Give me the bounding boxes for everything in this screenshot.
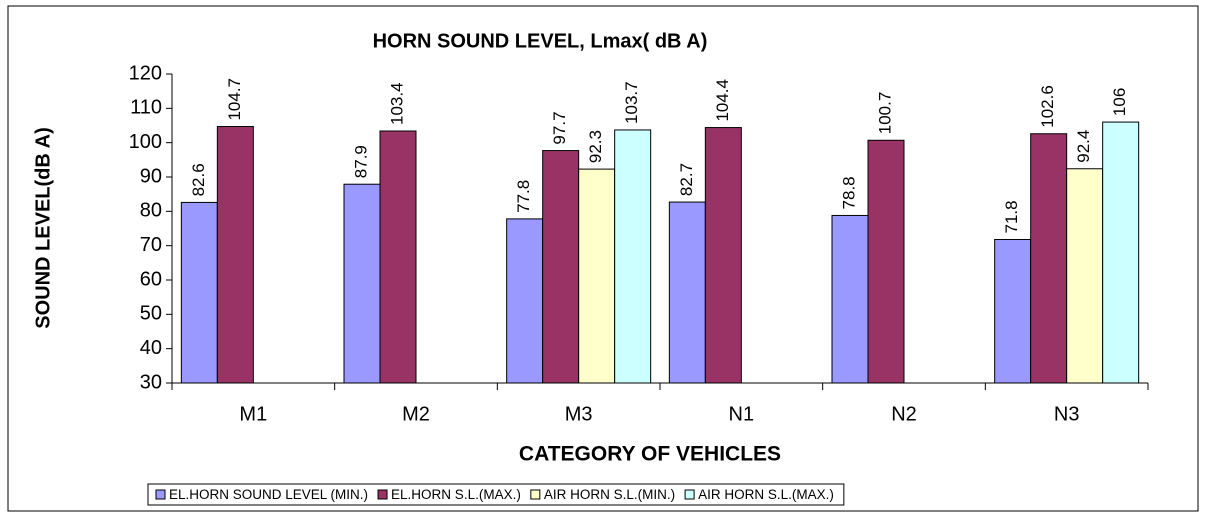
legend-swatch bbox=[155, 489, 166, 500]
legend-label: EL.HORN SOUND LEVEL (MIN.) bbox=[169, 487, 368, 502]
y-tick-label: 50 bbox=[140, 303, 162, 325]
bar bbox=[831, 214, 869, 384]
legend-swatch bbox=[377, 489, 388, 500]
bar bbox=[180, 201, 218, 384]
bar bbox=[668, 201, 706, 384]
x-tick-label: N1 bbox=[729, 403, 755, 425]
x-tick-label: N3 bbox=[1054, 403, 1080, 425]
value-label: 82.6 bbox=[189, 163, 208, 196]
y-tick-label: 90 bbox=[140, 165, 162, 187]
value-label: 106 bbox=[1110, 88, 1129, 116]
value-label: 102.6 bbox=[1038, 85, 1057, 128]
x-axis-title: CATEGORY OF VEHICLES bbox=[519, 443, 781, 466]
bar bbox=[1066, 168, 1104, 384]
legend-label: AIR HORN S.L.(MAX.) bbox=[698, 487, 834, 502]
value-label: 100.7 bbox=[875, 92, 894, 135]
bar bbox=[1030, 133, 1068, 384]
value-label: 97.7 bbox=[550, 111, 569, 144]
legend-label: AIR HORN S.L.(MIN.) bbox=[544, 487, 675, 502]
bar bbox=[506, 218, 544, 384]
value-label: 104.4 bbox=[713, 79, 732, 122]
bar bbox=[578, 168, 616, 384]
y-tick-label: 100 bbox=[129, 131, 162, 153]
y-tick-label: 70 bbox=[140, 234, 162, 256]
bar bbox=[379, 130, 417, 384]
x-tick-label: M2 bbox=[402, 403, 430, 425]
bar bbox=[867, 139, 905, 384]
y-tick-label: 40 bbox=[140, 337, 162, 359]
value-label: 82.7 bbox=[677, 163, 696, 196]
value-label: 103.7 bbox=[622, 81, 641, 124]
chart-title: HORN SOUND LEVEL, Lmax( dB A) bbox=[373, 30, 708, 52]
legend-swatch bbox=[530, 489, 541, 500]
bar bbox=[704, 127, 742, 384]
y-axis-title: SOUND LEVEL(dB A) bbox=[32, 127, 54, 328]
value-label: 92.4 bbox=[1074, 130, 1093, 163]
value-label: 78.8 bbox=[839, 176, 858, 209]
x-tick-label: M1 bbox=[239, 403, 267, 425]
bar bbox=[542, 150, 580, 384]
value-label: 77.8 bbox=[514, 180, 533, 213]
bar bbox=[1102, 121, 1140, 384]
legend-label: EL.HORN S.L.(MAX.) bbox=[391, 487, 521, 502]
bar bbox=[614, 129, 652, 384]
value-label: 71.8 bbox=[1002, 200, 1021, 233]
value-label: 103.4 bbox=[387, 82, 406, 125]
y-tick-label: 60 bbox=[140, 268, 162, 290]
y-tick-label: 30 bbox=[140, 371, 162, 393]
value-label: 92.3 bbox=[586, 130, 605, 163]
legend-box bbox=[147, 483, 845, 506]
value-label: 104.7 bbox=[225, 78, 244, 121]
y-tick-label: 110 bbox=[130, 97, 162, 119]
legend-swatch bbox=[684, 489, 695, 500]
y-tick-label: 120 bbox=[129, 62, 162, 84]
bar bbox=[216, 126, 254, 384]
x-tick-label: N2 bbox=[891, 403, 917, 425]
value-label: 87.9 bbox=[351, 145, 370, 178]
bar bbox=[343, 183, 381, 384]
x-tick-label: M3 bbox=[565, 403, 593, 425]
y-tick-label: 80 bbox=[140, 200, 162, 222]
bar bbox=[994, 238, 1032, 384]
